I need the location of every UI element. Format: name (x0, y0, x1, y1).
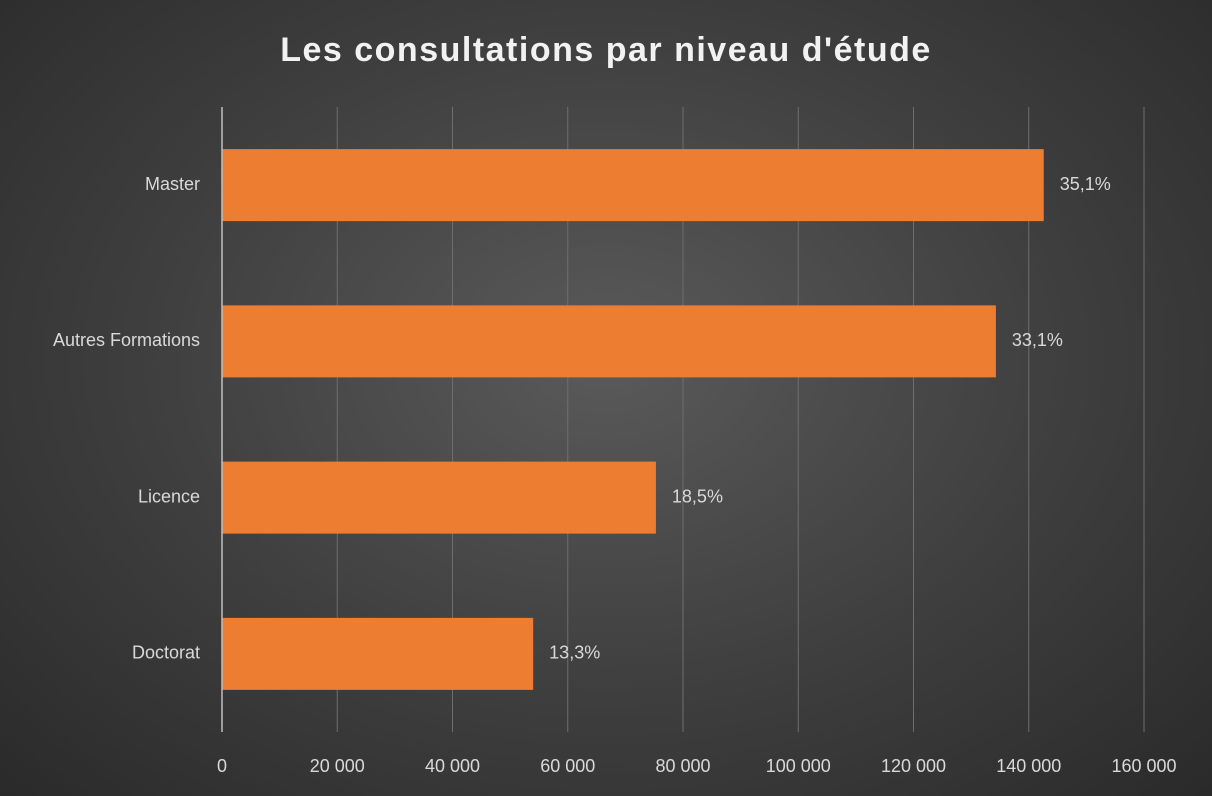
data-label: 33,1% (1012, 330, 1063, 350)
y-tick-label: Doctorat (132, 643, 200, 663)
data-label: 13,3% (549, 643, 600, 663)
y-tick-label: Autres Formations (53, 330, 200, 350)
data-label: 18,5% (672, 486, 723, 506)
chart-title: Les consultations par niveau d'étude (280, 31, 932, 69)
bar (222, 305, 996, 378)
x-tick-label: 60 000 (540, 756, 595, 776)
x-tick-label: 160 000 (1111, 756, 1176, 776)
x-tick-label: 80 000 (655, 756, 710, 776)
y-tick-label: Licence (138, 486, 200, 506)
x-tick-label: 40 000 (425, 756, 480, 776)
bar (222, 617, 534, 690)
x-tick-label: 100 000 (766, 756, 831, 776)
bar (222, 149, 1044, 222)
bar (222, 461, 656, 534)
x-tick-label: 120 000 (881, 756, 946, 776)
data-label: 35,1% (1060, 174, 1111, 194)
y-tick-label: Master (145, 174, 200, 194)
x-tick-label: 0 (217, 756, 227, 776)
x-tick-label: 20 000 (310, 756, 365, 776)
x-tick-label: 140 000 (996, 756, 1061, 776)
